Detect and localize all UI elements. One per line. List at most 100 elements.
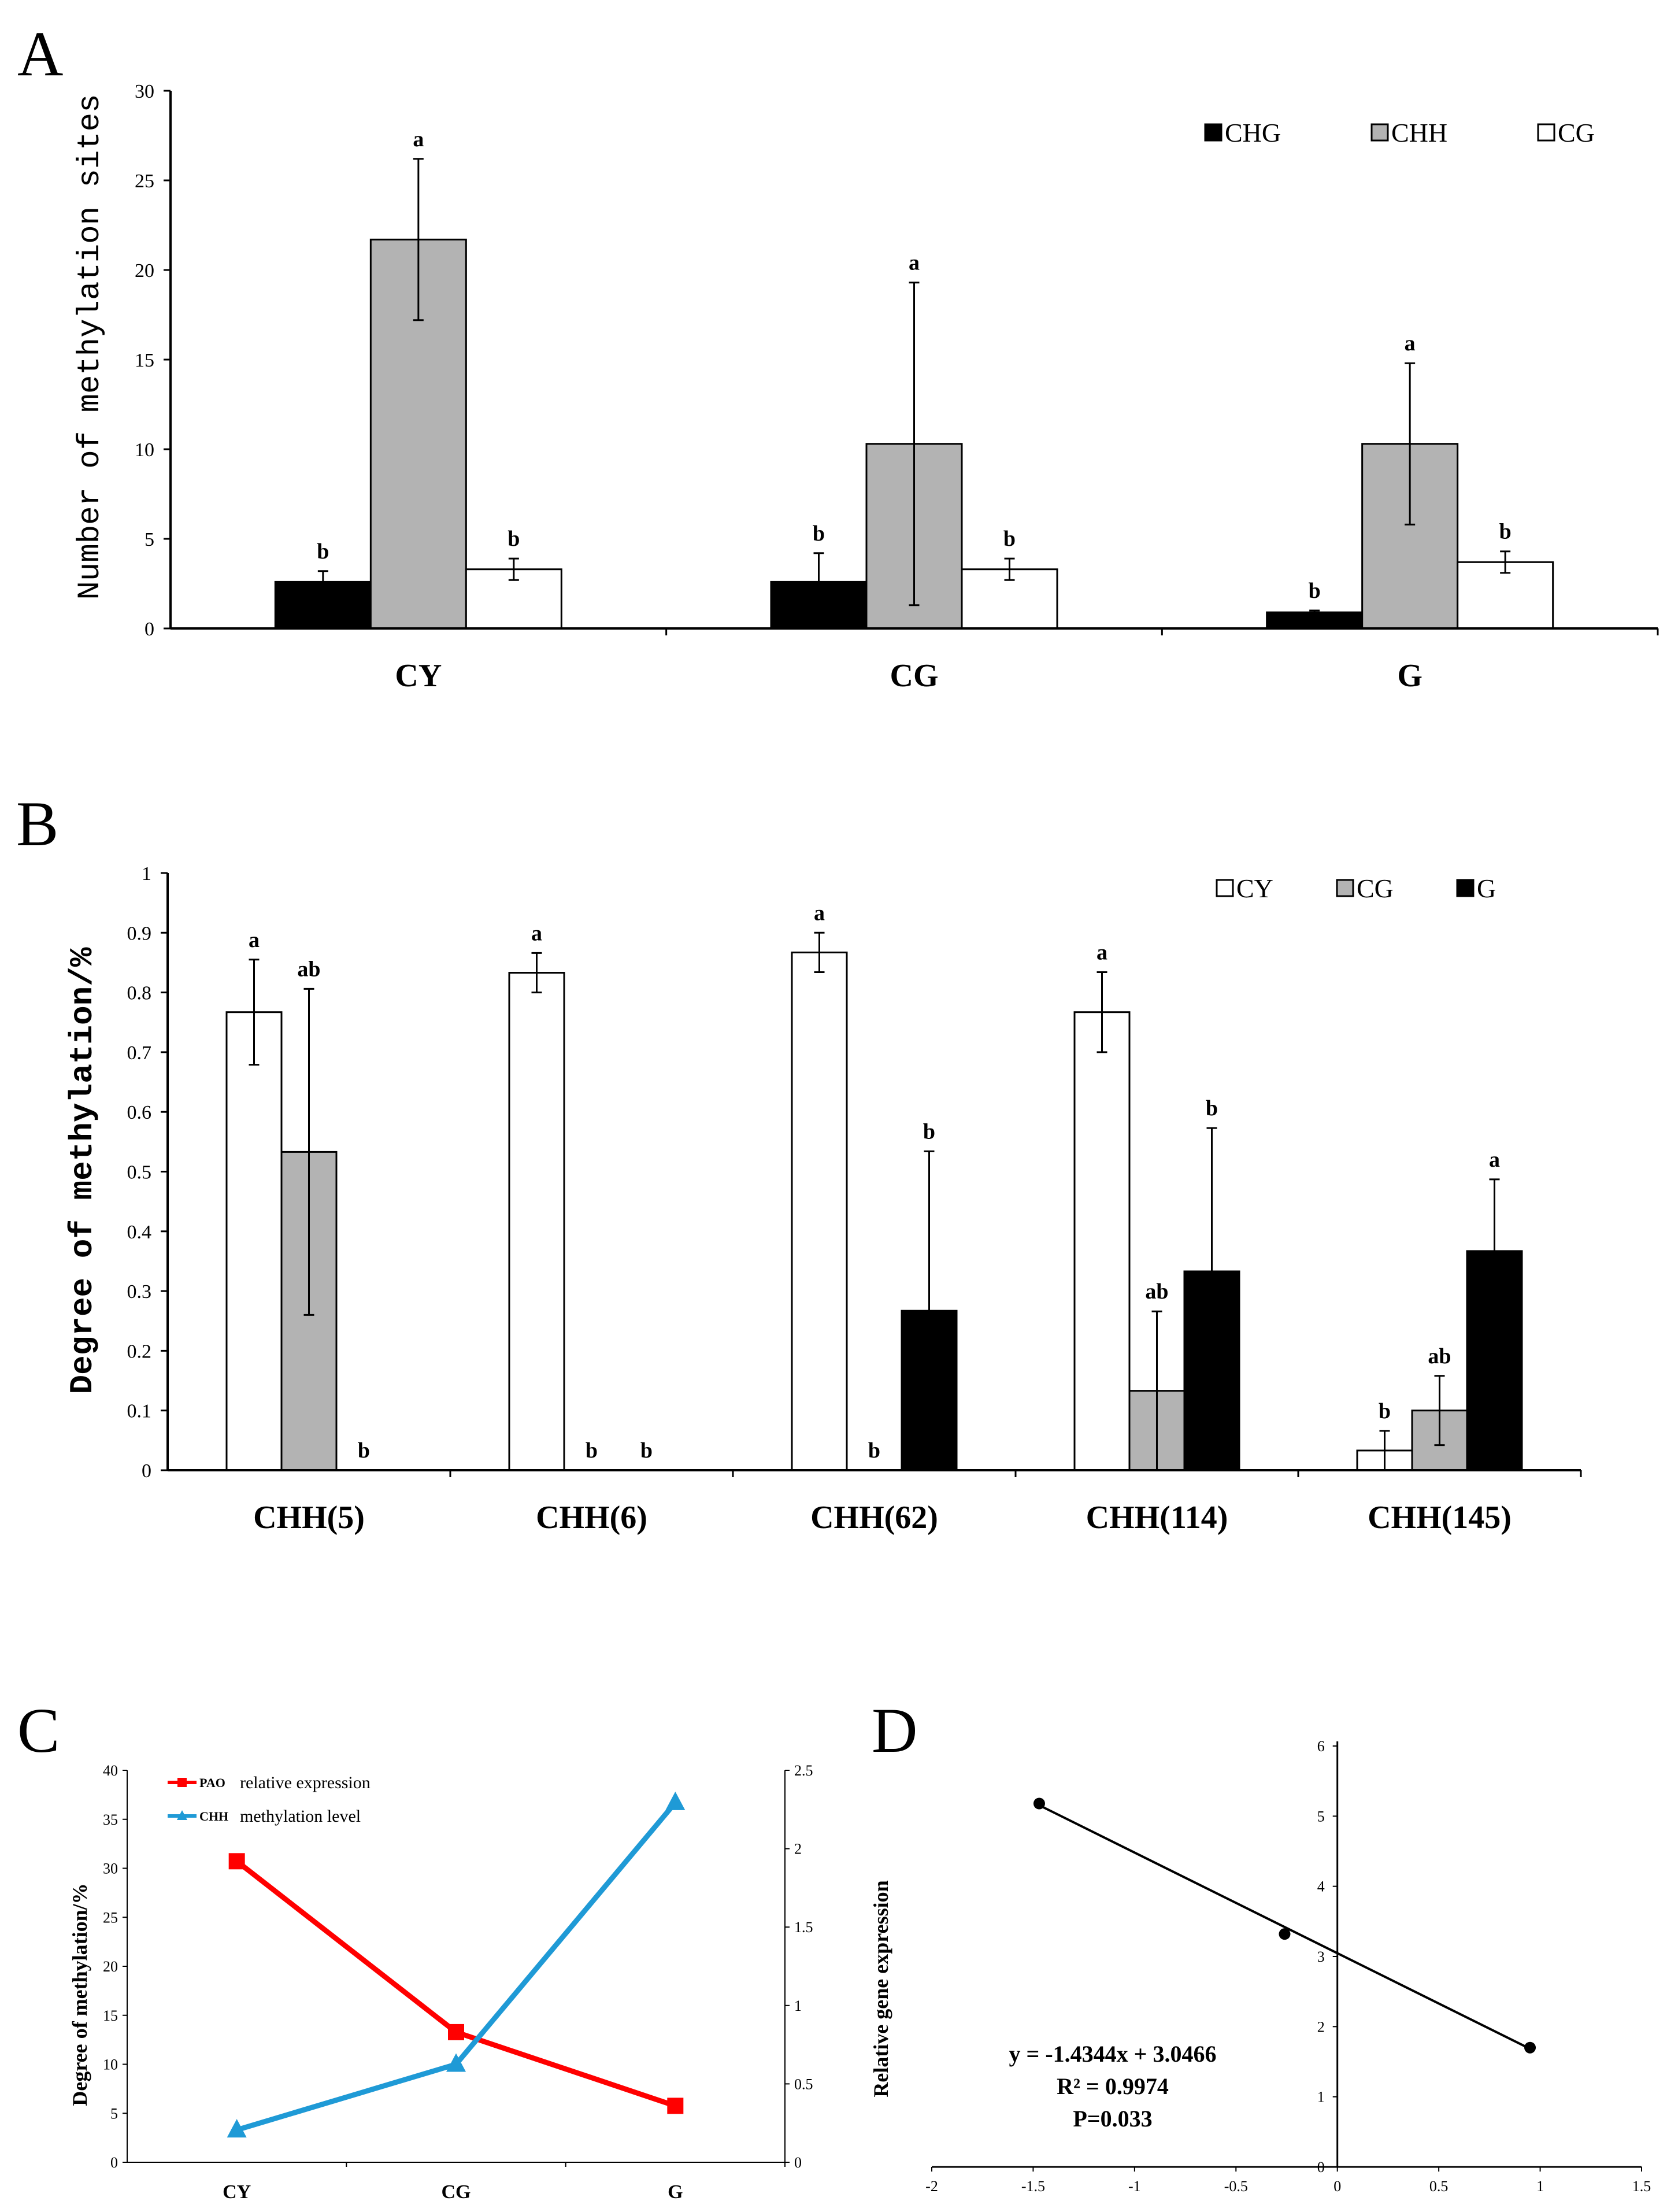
legend-label: relative expression bbox=[240, 1773, 371, 1792]
x-tick-label: CY bbox=[223, 2181, 251, 2203]
y-tick-label: 2 bbox=[1317, 2018, 1325, 2035]
panel-label-d: D bbox=[872, 1695, 917, 1766]
panel-label-b: B bbox=[16, 789, 58, 859]
chart-b-yticks: 0 0.1 0.2 0.3 0.4 0.5 0.6 0.7 0.8 0.9 1 bbox=[127, 863, 168, 1482]
y-tick-label: 5 bbox=[1317, 1808, 1325, 1825]
legend-swatch bbox=[1204, 123, 1223, 142]
significance-letter: b bbox=[868, 1438, 880, 1463]
x-tick-label: CHH(145) bbox=[1368, 1500, 1512, 1536]
chart-a-legend: CHG CHH CG bbox=[1204, 118, 1595, 147]
chart-b-legend: CY CG G bbox=[1216, 874, 1496, 903]
significance-letter: a bbox=[531, 921, 542, 945]
significance-letter: b bbox=[507, 527, 520, 551]
y-tick-label: 0.6 bbox=[127, 1102, 152, 1123]
legend-swatch bbox=[1370, 123, 1389, 142]
legend-label: CY bbox=[1236, 874, 1273, 903]
trendline bbox=[1039, 1804, 1531, 2050]
data-point bbox=[448, 2024, 464, 2040]
x-tick-label: CG bbox=[890, 658, 939, 694]
y-tick-label: 25 bbox=[135, 171, 154, 192]
y-tick-label: 10 bbox=[103, 2056, 118, 2073]
chart-c-ylabel: Degree of methylation/% bbox=[68, 1883, 91, 2106]
y-tick-label: 1 bbox=[1317, 2089, 1325, 2106]
chart-a-categories: CY CG G bbox=[395, 658, 1422, 694]
y-tick-label: 5 bbox=[145, 529, 154, 550]
legend-swatch bbox=[1537, 123, 1555, 142]
data-point bbox=[446, 2053, 466, 2072]
legend-label: methylation level bbox=[240, 1807, 361, 1826]
y2-tick-label: 0.5 bbox=[794, 2076, 813, 2092]
chart-a-yticks: 0 5 10 15 20 25 30 bbox=[135, 81, 171, 640]
x-tick-label: CHH(62) bbox=[810, 1500, 938, 1536]
chart-a-axes bbox=[169, 91, 1659, 635]
significance-letter: b bbox=[640, 1438, 653, 1463]
y-tick-label: 0 bbox=[142, 1460, 151, 1482]
significance-letter: a bbox=[814, 901, 825, 925]
bar bbox=[1073, 1011, 1131, 1471]
chart-d-annotation-p: P=0.033 bbox=[1073, 2106, 1152, 2132]
data-point bbox=[228, 1853, 245, 1870]
x-tick-label: CHH(6) bbox=[536, 1500, 647, 1536]
y-tick-label: 0.7 bbox=[127, 1042, 152, 1064]
significance-letter: b bbox=[923, 1119, 935, 1144]
chart-b-axes bbox=[166, 873, 1582, 1477]
significance-letter: b bbox=[1003, 527, 1016, 551]
series-line bbox=[236, 1801, 677, 2133]
y-tick-label: 30 bbox=[103, 1860, 118, 1877]
y-tick-label: 0 bbox=[1317, 2159, 1325, 2176]
chart-c-axes: 0 5 10 15 20 25 30 35 40 0 0.5 1 1.5 2 2.5 CY CG G bbox=[103, 1762, 813, 2203]
chart-d-marks bbox=[1033, 1797, 1536, 2054]
chart-b-ylabel: Degree of methylation/% bbox=[64, 947, 101, 1394]
y-tick-label: 0.4 bbox=[127, 1222, 152, 1243]
bar bbox=[1266, 611, 1364, 630]
data-point bbox=[227, 2119, 247, 2138]
significance-letter: ab bbox=[297, 957, 320, 981]
significance-letter: b bbox=[358, 1438, 370, 1463]
significance-letter: a bbox=[1489, 1148, 1500, 1172]
y2-tick-label: 1.5 bbox=[794, 1919, 813, 1936]
significance-letter: a bbox=[1096, 940, 1107, 964]
x-tick-label: CG bbox=[442, 2181, 471, 2203]
y-tick-label: 3 bbox=[1317, 1948, 1325, 1965]
significance-letter: a bbox=[413, 127, 424, 151]
y-tick-label: 0.8 bbox=[127, 983, 152, 1004]
chart-d-annotation-r2: R² = 0.9974 bbox=[1057, 2073, 1169, 2099]
chart-c: 0 5 10 15 20 25 30 35 40 0 0.5 1 1.5 2 2.5 CY CG G PAO rel… bbox=[68, 1762, 813, 2203]
y-tick-label: 0.9 bbox=[127, 923, 152, 944]
legend-swatch bbox=[1336, 879, 1354, 897]
x-tick-label: 0.5 bbox=[1429, 2178, 1449, 2195]
bar bbox=[791, 951, 848, 1471]
y-tick-label: 15 bbox=[135, 350, 154, 371]
significance-letter: b bbox=[813, 521, 825, 546]
data-point bbox=[667, 2098, 684, 2114]
legend-swatch bbox=[1216, 879, 1234, 897]
y-tick-label: 25 bbox=[103, 1909, 118, 1926]
panel-label-c: C bbox=[17, 1695, 60, 1766]
y-tick-label: 10 bbox=[135, 439, 154, 461]
data-point bbox=[1033, 1797, 1045, 1810]
y-tick-label: 40 bbox=[103, 1762, 118, 1779]
significance-letter: b bbox=[1499, 520, 1512, 544]
bar bbox=[508, 972, 565, 1471]
chart-c-legend: PAO relative expression CHH methylation lev… bbox=[168, 1773, 371, 1826]
y-tick-label: 0.5 bbox=[127, 1162, 152, 1183]
x-tick-label: CHH(5) bbox=[253, 1500, 365, 1536]
x-tick-label: CY bbox=[395, 658, 442, 694]
legend-label: CG bbox=[1357, 874, 1394, 903]
significance-letter: b bbox=[586, 1438, 598, 1463]
significance-letter: b bbox=[1379, 1399, 1391, 1423]
legend-label: CHH bbox=[1391, 118, 1447, 147]
chart-b-categories: CHH(5) CHH(6) CHH(62) CHH(114) CHH(145) bbox=[253, 1500, 1512, 1536]
y-tick-label: 20 bbox=[135, 260, 154, 282]
chart-c-lines bbox=[227, 1791, 686, 2138]
legend-label: CG bbox=[1558, 118, 1595, 147]
y2-tick-label: 1 bbox=[794, 1998, 802, 2014]
significance-letter: a bbox=[249, 928, 260, 952]
y-tick-label: 0 bbox=[110, 2154, 118, 2171]
panel-label-a: A bbox=[17, 19, 63, 89]
x-tick-label: 1 bbox=[1536, 2178, 1544, 2195]
chart-d-annotation-equation: y = -1.4344x + 3.0466 bbox=[1009, 2041, 1217, 2067]
